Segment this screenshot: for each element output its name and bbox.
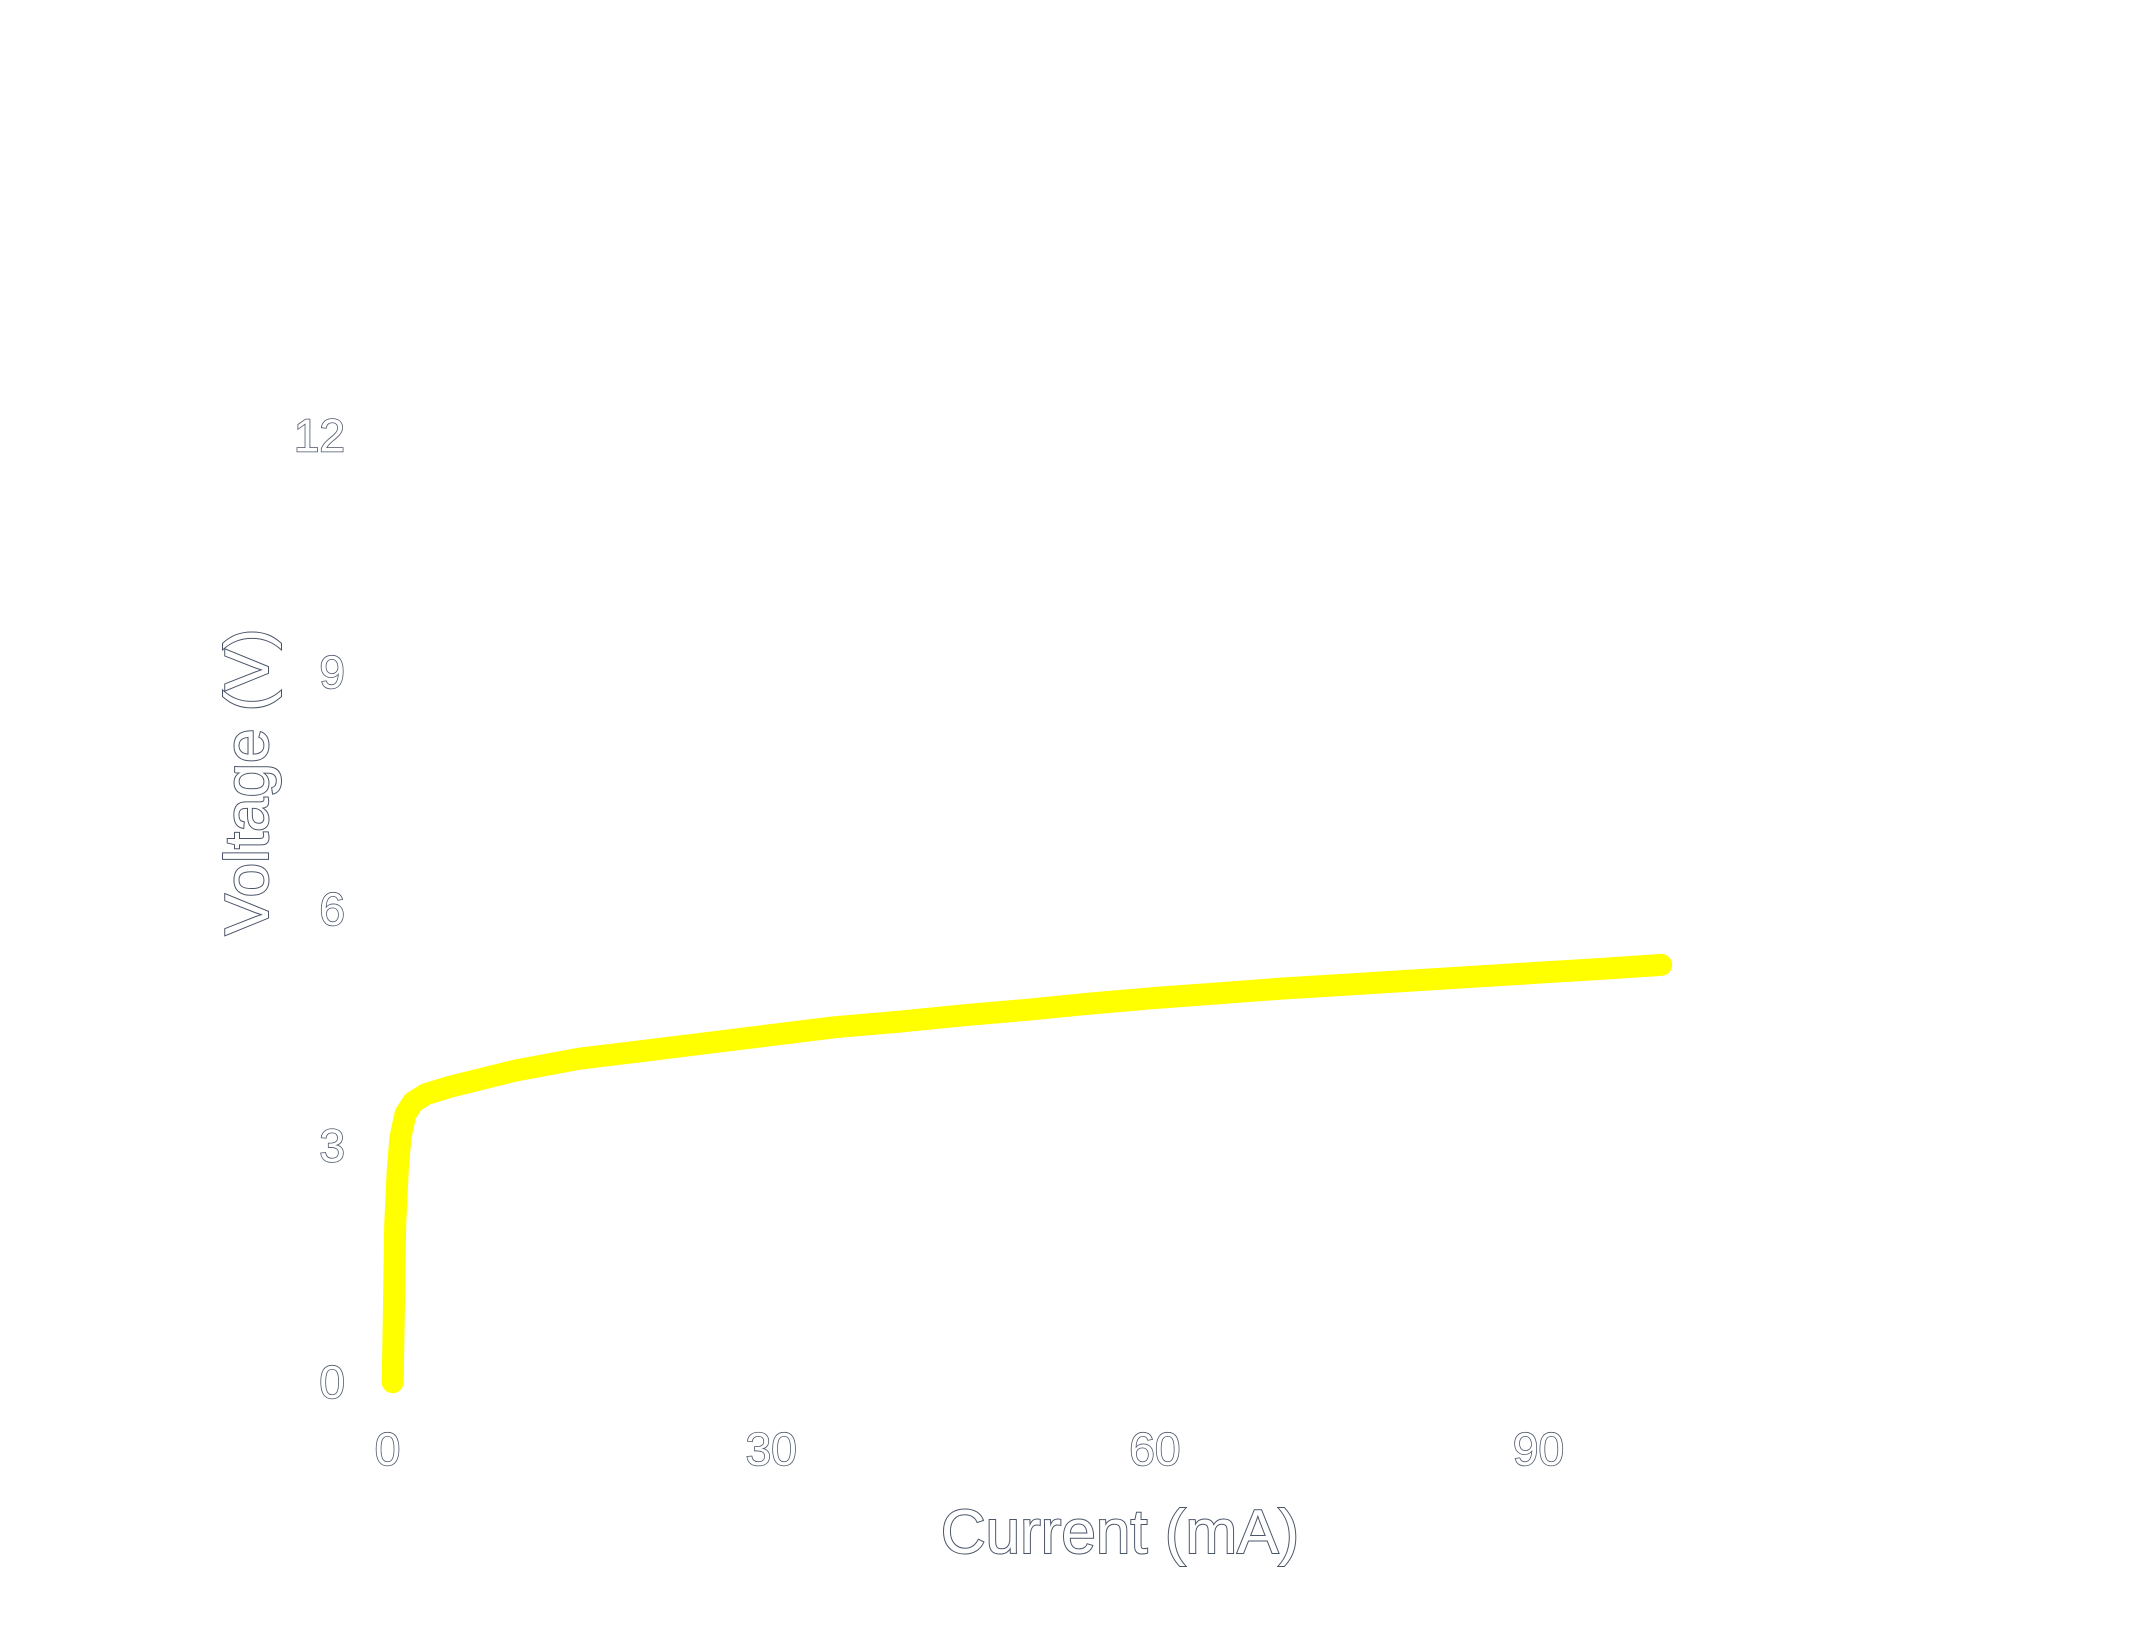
y-tick-label: 12 [294,409,345,461]
x-tick-label: 0 [375,1423,401,1475]
y-tick-label: 9 [319,646,345,698]
y-tick-label: 0 [319,1356,345,1408]
x-axis-label: Current (mA) [941,1498,1299,1567]
series-layer [381,953,1673,1394]
y-tick-label: 3 [319,1120,345,1172]
y-tick-label: 6 [319,883,345,935]
series-line [381,953,1673,1394]
x-tick-label: 30 [746,1423,797,1475]
x-tick-label: 90 [1513,1423,1564,1475]
y-axis-label: Voltage (V) [213,629,282,936]
x-axis-ticks: 0 30 60 90 [374,1422,1565,1476]
y-axis-ticks: 0 3 6 9 12 [293,409,346,1409]
x-tick-label: 60 [1129,1423,1180,1475]
